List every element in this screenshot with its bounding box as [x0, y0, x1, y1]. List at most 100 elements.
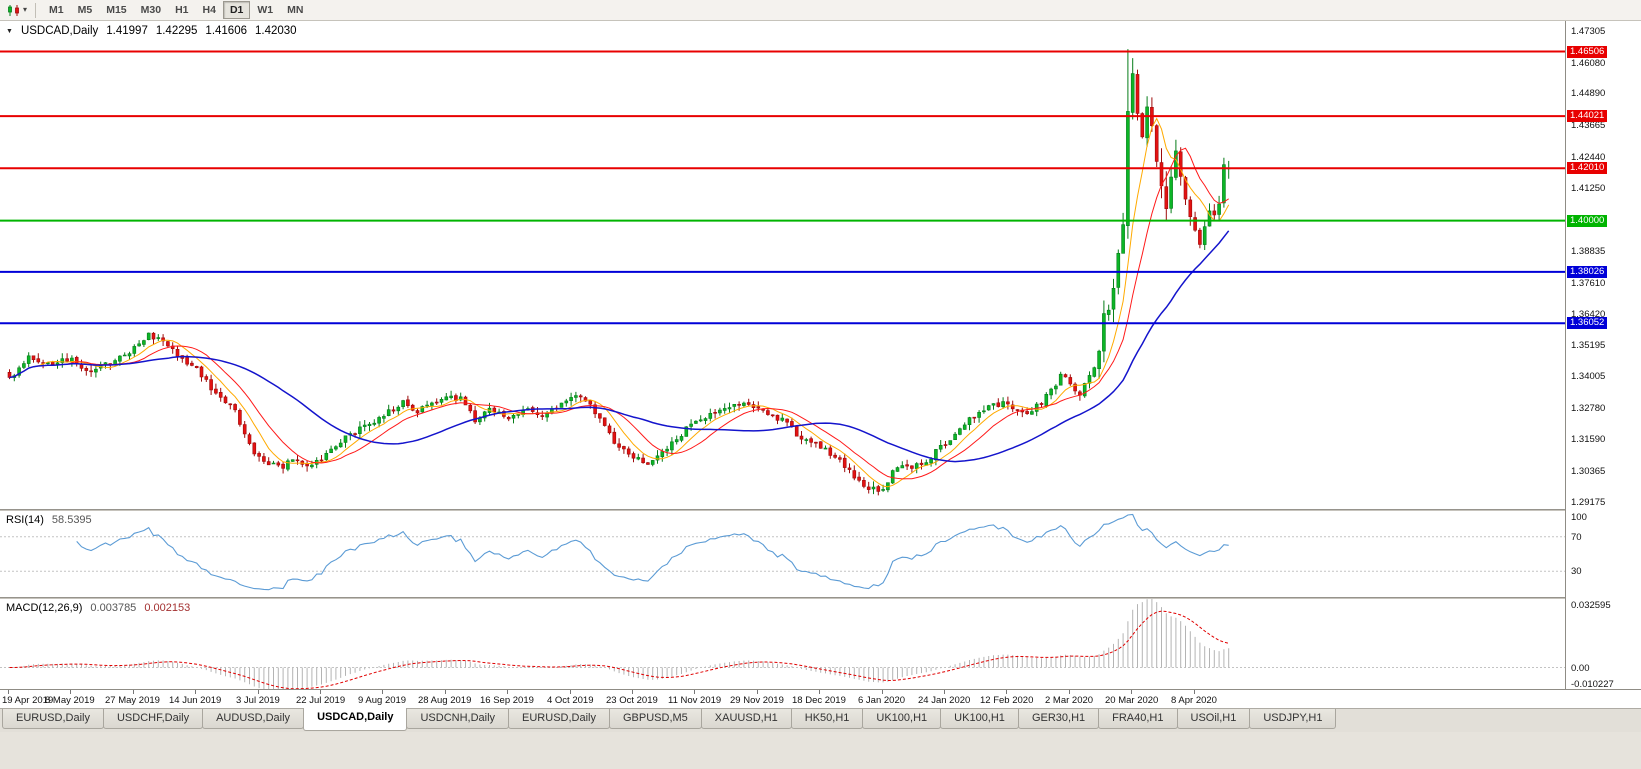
chart-tab-audusd-daily[interactable]: AUDUSD,Daily [202, 709, 305, 729]
time-axis-tick [570, 690, 571, 694]
time-axis-tick [694, 690, 695, 694]
price-tick-label: 1.29175 [1571, 497, 1606, 508]
price-tick-label: 1.38835 [1571, 246, 1606, 257]
time-axis-label: 8 Apr 2020 [1171, 695, 1217, 706]
time-axis-label: 18 Dec 2019 [792, 695, 846, 706]
price-level-badge-1.38026: 1.38026 [1567, 266, 1608, 278]
time-axis-label: 28 Aug 2019 [418, 695, 472, 706]
timeframe-button-w1[interactable]: W1 [257, 4, 274, 16]
macd-axis-label: 0.032595 [1571, 600, 1611, 611]
timeframe-button-h4[interactable]: H4 [202, 4, 216, 16]
price-tick-label: 1.46080 [1571, 58, 1606, 69]
chart-tab-gbpusd-m5[interactable]: GBPUSD,M5 [609, 709, 702, 729]
price-tick-label: 1.41250 [1571, 183, 1606, 194]
time-axis-label: 23 Oct 2019 [606, 695, 658, 706]
ma-fast-line [9, 117, 1230, 488]
candlestick-chart-icon [8, 4, 19, 16]
chart-tab-uk100-h1[interactable]: UK100,H1 [940, 709, 1019, 729]
time-axis-label: 12 Feb 2020 [980, 695, 1034, 706]
price-level-badge-1.44021: 1.44021 [1567, 110, 1608, 122]
time-axis[interactable]: 19 Apr 2019 8 May 2019 27 May 2019 14 Jun 2… [0, 689, 1641, 708]
chart-tab-usdjpy-h1[interactable]: USDJPY,H1 [1249, 709, 1337, 729]
price-tick-label: 1.34005 [1571, 371, 1606, 382]
price-tick-label: 1.43665 [1571, 120, 1606, 131]
timeframe-button-d1[interactable]: D1 [222, 1, 251, 19]
macd-axis-label: -0.010227 [1571, 679, 1614, 690]
pane-separator[interactable] [0, 597, 1641, 599]
time-axis-tick [1194, 690, 1195, 694]
time-axis-label: 20 Mar 2020 [1105, 695, 1159, 706]
time-axis-tick [1006, 690, 1007, 694]
chevron-down-icon: ▾ [23, 5, 28, 14]
chart-tab-usoil-h1[interactable]: USOil,H1 [1176, 709, 1251, 729]
rsi-axis-label: 100 [1571, 512, 1587, 523]
chart-tab-eurusd-daily[interactable]: EURUSD,Daily [508, 709, 610, 729]
rsi-axis-label: 70 [1571, 532, 1582, 543]
price-axis[interactable]: 1.47305 1.46080 1.44890 1.43665 1.42440 1.412… [1565, 21, 1641, 690]
macd-indicator-canvas[interactable] [0, 599, 1565, 689]
bearish-candle-bodies [7, 74, 1217, 492]
time-axis-tick [1069, 690, 1070, 694]
time-axis-tick [320, 690, 321, 694]
price-level-badge-1.42010: 1.42010 [1567, 162, 1608, 174]
time-axis-label: 22 Jul 2019 [296, 695, 346, 706]
pane-separator[interactable] [0, 509, 1641, 511]
time-axis-label: 29 Nov 2019 [730, 695, 784, 706]
timeframe-button-mn[interactable]: MN [287, 4, 304, 16]
price-tick-label: 1.31590 [1571, 434, 1606, 445]
time-axis-tick [819, 690, 820, 694]
time-axis-tick [882, 690, 883, 694]
timeframe-button-m15[interactable]: M15 [106, 4, 127, 16]
price-level-badge-1.36052: 1.36052 [1567, 317, 1608, 329]
bullish-candle-bodies [12, 73, 1231, 491]
time-axis-label: 3 Jul 2019 [236, 695, 280, 706]
time-axis-label: 16 Sep 2019 [480, 695, 534, 706]
price-chart-canvas[interactable] [0, 21, 1565, 509]
macd-axis-label: 0.00 [1571, 663, 1590, 674]
time-axis-label: 24 Jan 2020 [918, 695, 971, 706]
chart-tab-uk100-h1[interactable]: UK100,H1 [862, 709, 942, 729]
rsi-axis-label: 30 [1571, 566, 1582, 577]
chart-tab-xauusd-h1[interactable]: XAUUSD,H1 [700, 709, 792, 729]
time-axis-label: 14 Jun 2019 [169, 695, 222, 706]
chart-type-button[interactable]: ▾ [3, 1, 31, 19]
price-tick-label: 1.30365 [1571, 466, 1606, 477]
time-axis-tick [258, 690, 259, 694]
chart-tab-hk50-h1[interactable]: HK50,H1 [790, 709, 864, 729]
time-axis-tick [382, 690, 383, 694]
price-tick-label: 1.36420 [1571, 309, 1606, 320]
rsi-line [76, 513, 1229, 591]
price-tick-label: 1.47305 [1571, 26, 1606, 37]
timeframe-button-m30[interactable]: M30 [140, 4, 162, 16]
timeframe-button-m5[interactable]: M5 [77, 4, 93, 16]
chart-tab-usdchf-daily[interactable]: USDCHF,Daily [102, 709, 204, 729]
timeframe-button-m1[interactable]: M1 [49, 4, 64, 16]
time-axis-tick [8, 690, 9, 694]
bearish-candle-wicks [9, 69, 1215, 496]
rsi-indicator-canvas[interactable] [0, 511, 1565, 597]
timeframe-button-group: M1 M5 M15 M30 H1 H4 D1 W1 MN [42, 1, 310, 19]
price-level-badge-1.40000: 1.40000 [1567, 215, 1608, 227]
macd-histogram [13, 599, 1230, 689]
time-axis-tick [507, 690, 508, 694]
time-axis-label: 2 Mar 2020 [1045, 695, 1094, 706]
time-axis-label: 4 Oct 2019 [547, 695, 594, 706]
time-axis-tick [944, 690, 945, 694]
status-bar [0, 732, 1641, 769]
time-axis-tick [757, 690, 758, 694]
collapse-triangle-icon[interactable]: ▼ [6, 27, 13, 35]
price-level-badge-1.46506: 1.46506 [1567, 46, 1608, 58]
time-axis-label: 27 May 2019 [105, 695, 160, 706]
time-axis-label: 6 Jan 2020 [858, 695, 906, 706]
price-tick-label: 1.37610 [1571, 278, 1606, 289]
usdcad-daily-chart-window: ▼ USDCAD,Daily 1.41997 1.42295 1.41606 1… [0, 21, 1641, 708]
timeframe-button-h1[interactable]: H1 [175, 4, 189, 16]
time-axis-tick [70, 690, 71, 694]
chart-tab-usdcad-daily[interactable]: USDCAD,Daily [303, 708, 408, 731]
chart-tab-usdcnh-daily[interactable]: USDCNH,Daily [406, 709, 510, 729]
chart-tab-fra40-h1[interactable]: FRA40,H1 [1098, 709, 1178, 729]
time-axis-tick [632, 690, 633, 694]
chart-tab-ger30-h1[interactable]: GER30,H1 [1017, 709, 1100, 729]
chart-tab-eurusd-daily[interactable]: EURUSD,Daily [2, 709, 104, 729]
